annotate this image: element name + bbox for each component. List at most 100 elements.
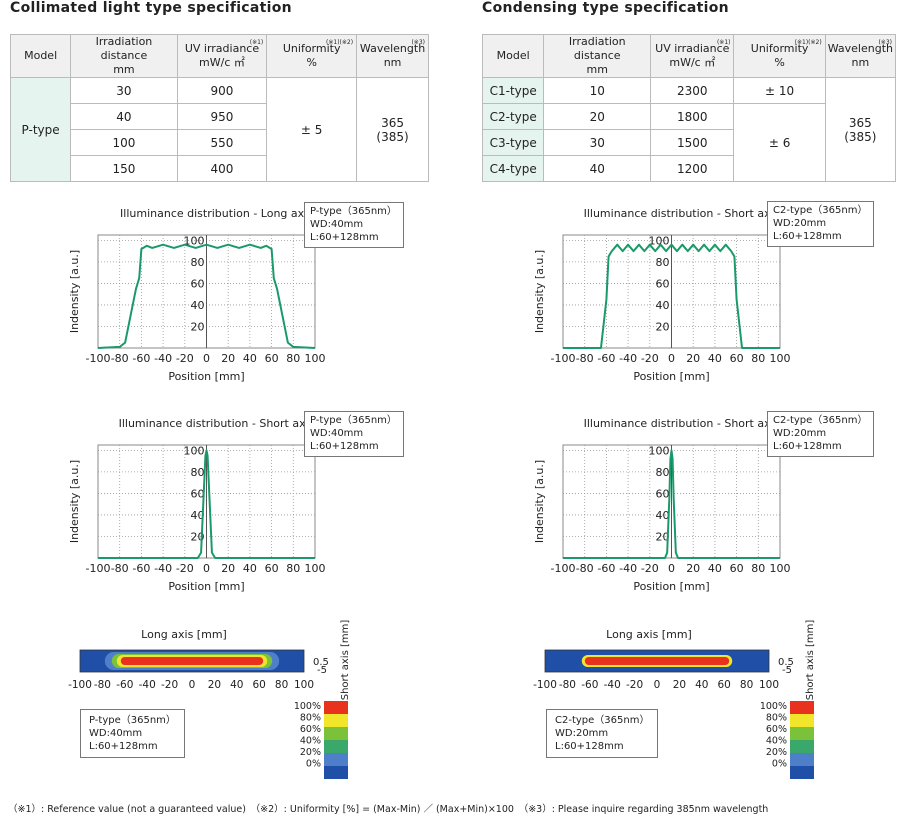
y-tick-label: 80 xyxy=(656,466,670,479)
x-tick-label: -60 xyxy=(116,679,133,691)
legend-line: C2-type（365nm） xyxy=(555,715,650,726)
legend-line: WD:40mm xyxy=(310,428,364,439)
model-cell: C2-type xyxy=(481,103,545,130)
y-tick-label: 20 xyxy=(656,530,670,543)
legend-line: L:60+128mm xyxy=(773,231,842,242)
y-axis-label: Indensity [a.u.] xyxy=(68,460,81,543)
y-tick-label: 80 xyxy=(191,466,205,479)
data-series-line xyxy=(563,449,780,559)
wavelength-cell: 365 (385) xyxy=(356,77,429,182)
colorbar-swatch xyxy=(324,753,348,766)
x-axis-label: Position [mm] xyxy=(633,580,709,593)
x-tick-label: -100 xyxy=(551,562,576,575)
heatmap-title: Long axis [mm] xyxy=(141,628,227,641)
x-tick-label: 60 xyxy=(730,562,744,575)
x-tick-label: -40 xyxy=(619,352,637,365)
right-short-axis-chart-2: Illuminance distribution - Short axis -10… xyxy=(525,410,825,604)
legend-line: L:60+128mm xyxy=(310,232,379,243)
colorbar-label: 100% xyxy=(760,701,787,712)
x-tick-label: -60 xyxy=(132,562,150,575)
x-tick-label: 80 xyxy=(751,562,765,575)
irradiance-cell: 550 xyxy=(176,129,268,156)
x-tick-label: 0 xyxy=(668,352,675,365)
x-tick-label: 60 xyxy=(265,352,279,365)
y-tick-label: -5 xyxy=(317,665,327,676)
y-tick-label: 20 xyxy=(191,320,205,333)
model-cell: P-type xyxy=(9,77,72,182)
left-short-axis-chart: Illuminance distribution - Short axis -10… xyxy=(60,410,360,604)
colorbar-swatch xyxy=(324,740,348,753)
condensing-spec-table: Model Irradiation distance mm (※1) UV irra… xyxy=(481,34,897,182)
chart-svg: Illuminance distribution - Long axis -100… xyxy=(68,207,326,383)
y-tick-label: 80 xyxy=(656,256,670,269)
y-tick-label: 20 xyxy=(656,320,670,333)
x-tick-label: 100 xyxy=(770,562,791,575)
distance-cell: 150 xyxy=(70,155,178,182)
colorbar-label: 60% xyxy=(300,724,321,735)
y-axis-label: Short axis [mm] xyxy=(340,620,351,701)
x-tick-label: 20 xyxy=(221,562,235,575)
y-tick-label: 100 xyxy=(649,234,670,247)
x-tick-label: 40 xyxy=(230,679,243,691)
x-tick-label: 40 xyxy=(695,679,708,691)
y-axis-label: Short axis [mm] xyxy=(805,620,816,701)
left-chart-legend-1: P-type（365nm） WD:40mm L:60+128mm xyxy=(304,202,404,248)
heat-band-100 xyxy=(120,657,264,665)
x-tick-label: -60 xyxy=(132,352,150,365)
colorbar-swatch xyxy=(324,714,348,727)
x-tick-label: -100 xyxy=(533,679,557,691)
y-tick-label: 100 xyxy=(184,444,205,457)
x-tick-label: 40 xyxy=(243,562,257,575)
x-tick-label: -40 xyxy=(619,562,637,575)
chart-svg: Illuminance distribution - Short axis -10… xyxy=(68,417,326,593)
colorbar-swatch xyxy=(790,766,814,779)
footnote: （※1）: Reference value (not a guaranteed … xyxy=(8,804,769,815)
x-tick-label: 40 xyxy=(708,352,722,365)
collimated-spec-table: Model Irradiation distance mm (※1) UV irra… xyxy=(9,34,429,182)
header-uniformity: (※1)(※2) Uniformity% xyxy=(266,34,358,78)
y-tick-label: 60 xyxy=(656,277,670,290)
header-wavelength: (※3) Wavelength nm xyxy=(824,34,897,78)
distance-cell: 40 xyxy=(543,155,652,182)
x-tick-label: -60 xyxy=(597,562,615,575)
header-irradiance: (※1) UV irradiance mW/c ㎡ xyxy=(650,34,735,78)
legend-line: L:60+128mm xyxy=(310,441,379,452)
y-tick-label: 60 xyxy=(656,487,670,500)
model-cell: C1-type xyxy=(481,77,545,104)
right-short-axis-chart-1: Illuminance distribution - Short axis -10… xyxy=(525,200,825,394)
colorbar-swatch xyxy=(324,766,348,779)
distance-cell: 40 xyxy=(70,103,178,130)
irradiance-cell: 2300 xyxy=(650,77,735,104)
irradiance-cell: 1800 xyxy=(650,103,735,130)
colorbar-label: 20% xyxy=(300,747,321,758)
y-tick-label: 0.5 xyxy=(778,657,794,668)
model-cell: C3-type xyxy=(481,129,545,156)
x-tick-label: 100 xyxy=(305,562,326,575)
colorbar-swatch xyxy=(790,701,814,714)
wavelength-cell: 365 (385) xyxy=(824,77,897,182)
x-tick-label: -100 xyxy=(68,679,92,691)
colorbar-label: 20% xyxy=(766,747,787,758)
chart-title: Illuminance distribution - Long axis xyxy=(120,207,313,220)
x-tick-label: 60 xyxy=(253,679,266,691)
x-tick-label: -40 xyxy=(154,352,172,365)
irradiance-cell: 950 xyxy=(176,103,268,130)
y-tick-label: 40 xyxy=(191,299,205,312)
right-chart-legend-1: C2-type（365nm） WD:20mm L:60+128mm xyxy=(767,201,875,247)
x-axis-label: Position [mm] xyxy=(168,370,244,383)
header-uniformity: (※1)(※2) Uniformity% xyxy=(733,34,826,78)
x-tick-label: -20 xyxy=(641,562,659,575)
legend-line: P-type（365nm） xyxy=(89,715,176,726)
legend-line: C2-type（365nm） xyxy=(773,415,868,426)
header-distance: Irradiation distance mm xyxy=(543,34,652,78)
x-axis-label: Position [mm] xyxy=(633,370,709,383)
data-series-line xyxy=(563,243,780,349)
x-tick-label: 100 xyxy=(770,352,791,365)
x-tick-label: 20 xyxy=(673,679,686,691)
legend-line: P-type（365nm） xyxy=(310,206,397,217)
x-tick-label: -20 xyxy=(176,352,194,365)
chart-title: Illuminance distribution - Short axis xyxy=(584,417,780,430)
legend-line: WD:20mm xyxy=(773,218,827,229)
y-tick-label: -5 xyxy=(782,665,792,676)
legend-line: P-type（365nm） xyxy=(310,415,397,426)
